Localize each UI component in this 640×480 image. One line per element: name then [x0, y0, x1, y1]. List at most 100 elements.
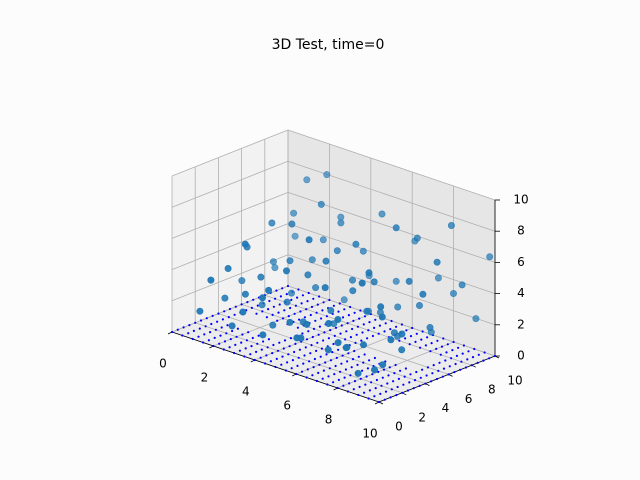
floor-dot	[341, 316, 345, 319]
floor-dot	[305, 338, 309, 341]
floor-dot	[425, 374, 428, 377]
floor-dot	[473, 347, 476, 351]
floor-dot	[398, 339, 401, 342]
floor-dot	[305, 308, 308, 311]
floor-dot	[347, 314, 350, 317]
y-tick-label: 6	[465, 392, 473, 406]
floor-dot	[393, 372, 396, 375]
floor-dot	[432, 364, 435, 367]
scatter-point	[303, 320, 311, 328]
floor-dot	[274, 365, 277, 369]
floor-dot	[446, 343, 449, 346]
floor-dot	[409, 373, 412, 376]
floor-dot	[438, 361, 441, 364]
floor-dot	[283, 309, 286, 312]
floor-dot	[436, 339, 439, 342]
floor-dot	[356, 325, 359, 328]
scatter-point	[283, 298, 291, 306]
floor-dot	[293, 350, 296, 354]
floor-dot	[327, 337, 330, 340]
floor-dot	[345, 330, 348, 333]
floor-dot	[267, 338, 270, 341]
floor-dot	[312, 327, 316, 330]
pane-yz	[172, 130, 288, 332]
floor-dot	[450, 357, 453, 360]
scatter-point	[334, 315, 342, 323]
floor-dot	[320, 317, 323, 320]
floor-dot	[321, 309, 324, 312]
floor-dot	[373, 395, 376, 398]
floor-dot	[267, 308, 270, 311]
floor-dot	[408, 343, 411, 346]
floor-dot	[252, 298, 255, 301]
floor-dot	[343, 308, 346, 311]
floor-dot	[334, 364, 337, 368]
floor-dot	[246, 301, 249, 304]
floor-dot	[223, 340, 227, 343]
floor-dot	[415, 370, 418, 374]
floor-dot	[368, 321, 371, 324]
floor-dot	[233, 313, 236, 316]
floor-dot	[289, 306, 292, 310]
floor-dot	[217, 312, 220, 315]
floor-dot	[343, 376, 346, 379]
floor-dot	[309, 352, 312, 355]
floor-dot	[256, 342, 259, 345]
x-tick-label: 8	[325, 413, 333, 427]
floor-dot	[367, 329, 370, 332]
floor-dot	[360, 339, 363, 342]
y-tick-label: 10	[507, 374, 522, 388]
floor-dot	[213, 336, 216, 339]
floor-dot	[294, 342, 297, 345]
scatter-point	[447, 222, 455, 230]
floor-dot	[374, 318, 377, 321]
floor-dot	[339, 332, 342, 335]
floor-dot	[281, 355, 284, 358]
floor-dot	[299, 310, 302, 313]
floor-dot	[310, 344, 313, 347]
floor-dot	[307, 291, 310, 295]
floor-dot	[309, 313, 312, 317]
scatter-point	[287, 289, 295, 297]
scatter-point	[288, 220, 296, 228]
z-tick-label: 0	[517, 349, 525, 363]
scatter-point	[472, 315, 480, 323]
floor-dot	[441, 375, 444, 378]
floor-dot	[203, 333, 206, 336]
y-tick-label: 4	[442, 401, 450, 415]
floor-dot	[462, 344, 465, 347]
floor-dot	[274, 297, 277, 300]
floor-dot	[316, 303, 319, 306]
floor-dot	[240, 341, 243, 344]
floor-dot	[395, 325, 398, 328]
floor-dot	[229, 338, 232, 341]
floor-dot	[476, 361, 479, 364]
floor-dot	[471, 356, 475, 359]
floor-dot	[205, 317, 208, 320]
floor-dot	[325, 315, 328, 318]
floor-dot	[348, 382, 351, 385]
floor-dot	[355, 333, 358, 336]
floor-dot	[311, 335, 314, 339]
scatter-point	[378, 210, 386, 218]
scatter-point	[268, 219, 276, 227]
floor-dot	[430, 342, 433, 345]
floor-dot	[375, 378, 378, 382]
floor-dot	[218, 342, 221, 345]
floor-dot	[287, 353, 290, 356]
x-tick-label: 2	[201, 371, 209, 385]
floor-dot	[349, 305, 352, 309]
scatter-point	[358, 279, 366, 287]
floor-dot	[284, 369, 287, 372]
floor-dot	[477, 353, 480, 356]
floor-dot	[313, 357, 316, 361]
floor-dot	[373, 356, 376, 360]
floor-dot	[377, 370, 380, 373]
floor-dot	[371, 373, 374, 376]
floor-dot	[384, 322, 387, 325]
floor-dot	[272, 305, 275, 308]
floor-dot	[347, 352, 350, 355]
scatter-point	[259, 331, 267, 339]
floor-dot	[442, 367, 446, 370]
floor-dot	[222, 348, 225, 351]
